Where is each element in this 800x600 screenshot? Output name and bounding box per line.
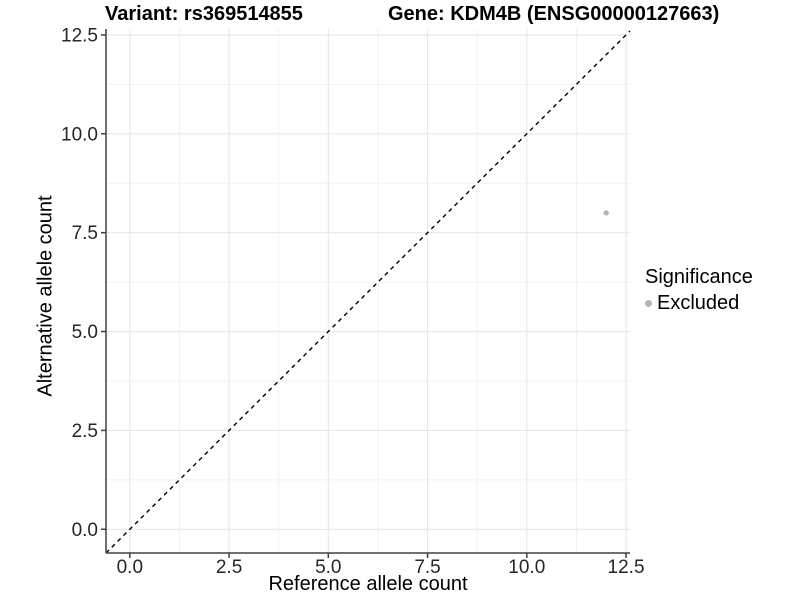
legend-key-dot-icon <box>645 300 652 307</box>
legend-item: Excluded <box>645 292 753 315</box>
legend-items: Excluded <box>645 292 753 315</box>
x-tick-label: 5.0 <box>315 557 341 578</box>
y-tick-label: 2.5 <box>72 421 98 442</box>
identity-dashed-line <box>105 30 631 554</box>
y-tick-label: 5.0 <box>72 322 98 343</box>
legend: Significance Excluded <box>645 266 753 315</box>
y-axis-label: Alternative allele count <box>34 195 57 397</box>
x-axis-label: Reference allele count <box>268 573 468 595</box>
x-tick-label: 10.0 <box>508 557 545 578</box>
plot-title-gene: Gene: KDM4B (ENSG00000127663) <box>388 3 720 25</box>
y-tick-label: 12.5 <box>61 25 98 46</box>
legend-title: Significance <box>645 266 753 288</box>
x-tick-label: 12.5 <box>608 557 645 578</box>
x-tick-label: 2.5 <box>216 557 242 578</box>
x-tick-label: 7.5 <box>414 557 440 578</box>
legend-item-label: Excluded <box>657 292 740 314</box>
data-point <box>603 210 609 216</box>
y-tick-label: 7.5 <box>72 223 98 244</box>
y-tick-label: 10.0 <box>61 124 98 145</box>
x-tick-label: 0.0 <box>117 557 143 578</box>
y-tick-label: 0.0 <box>72 520 98 541</box>
plot-title-variant: Variant: rs369514855 <box>105 3 303 25</box>
